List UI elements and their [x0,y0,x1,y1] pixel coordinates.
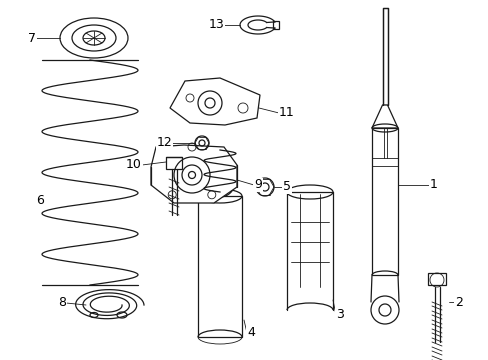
Text: 12: 12 [156,136,172,149]
Polygon shape [382,8,386,105]
Polygon shape [151,145,237,203]
Text: 10: 10 [126,158,142,171]
Polygon shape [371,105,397,128]
Text: 11: 11 [279,107,294,120]
Text: 1: 1 [429,179,437,192]
Text: 3: 3 [335,309,343,321]
Text: 9: 9 [253,179,262,192]
Polygon shape [371,128,397,275]
Text: 5: 5 [283,180,290,194]
Text: 7: 7 [28,31,36,45]
Polygon shape [198,196,242,337]
Text: 6: 6 [36,194,44,207]
Polygon shape [170,78,260,125]
Text: 13: 13 [208,18,224,31]
Text: 8: 8 [58,297,66,310]
Text: 2: 2 [454,296,462,309]
Text: 4: 4 [246,327,254,339]
